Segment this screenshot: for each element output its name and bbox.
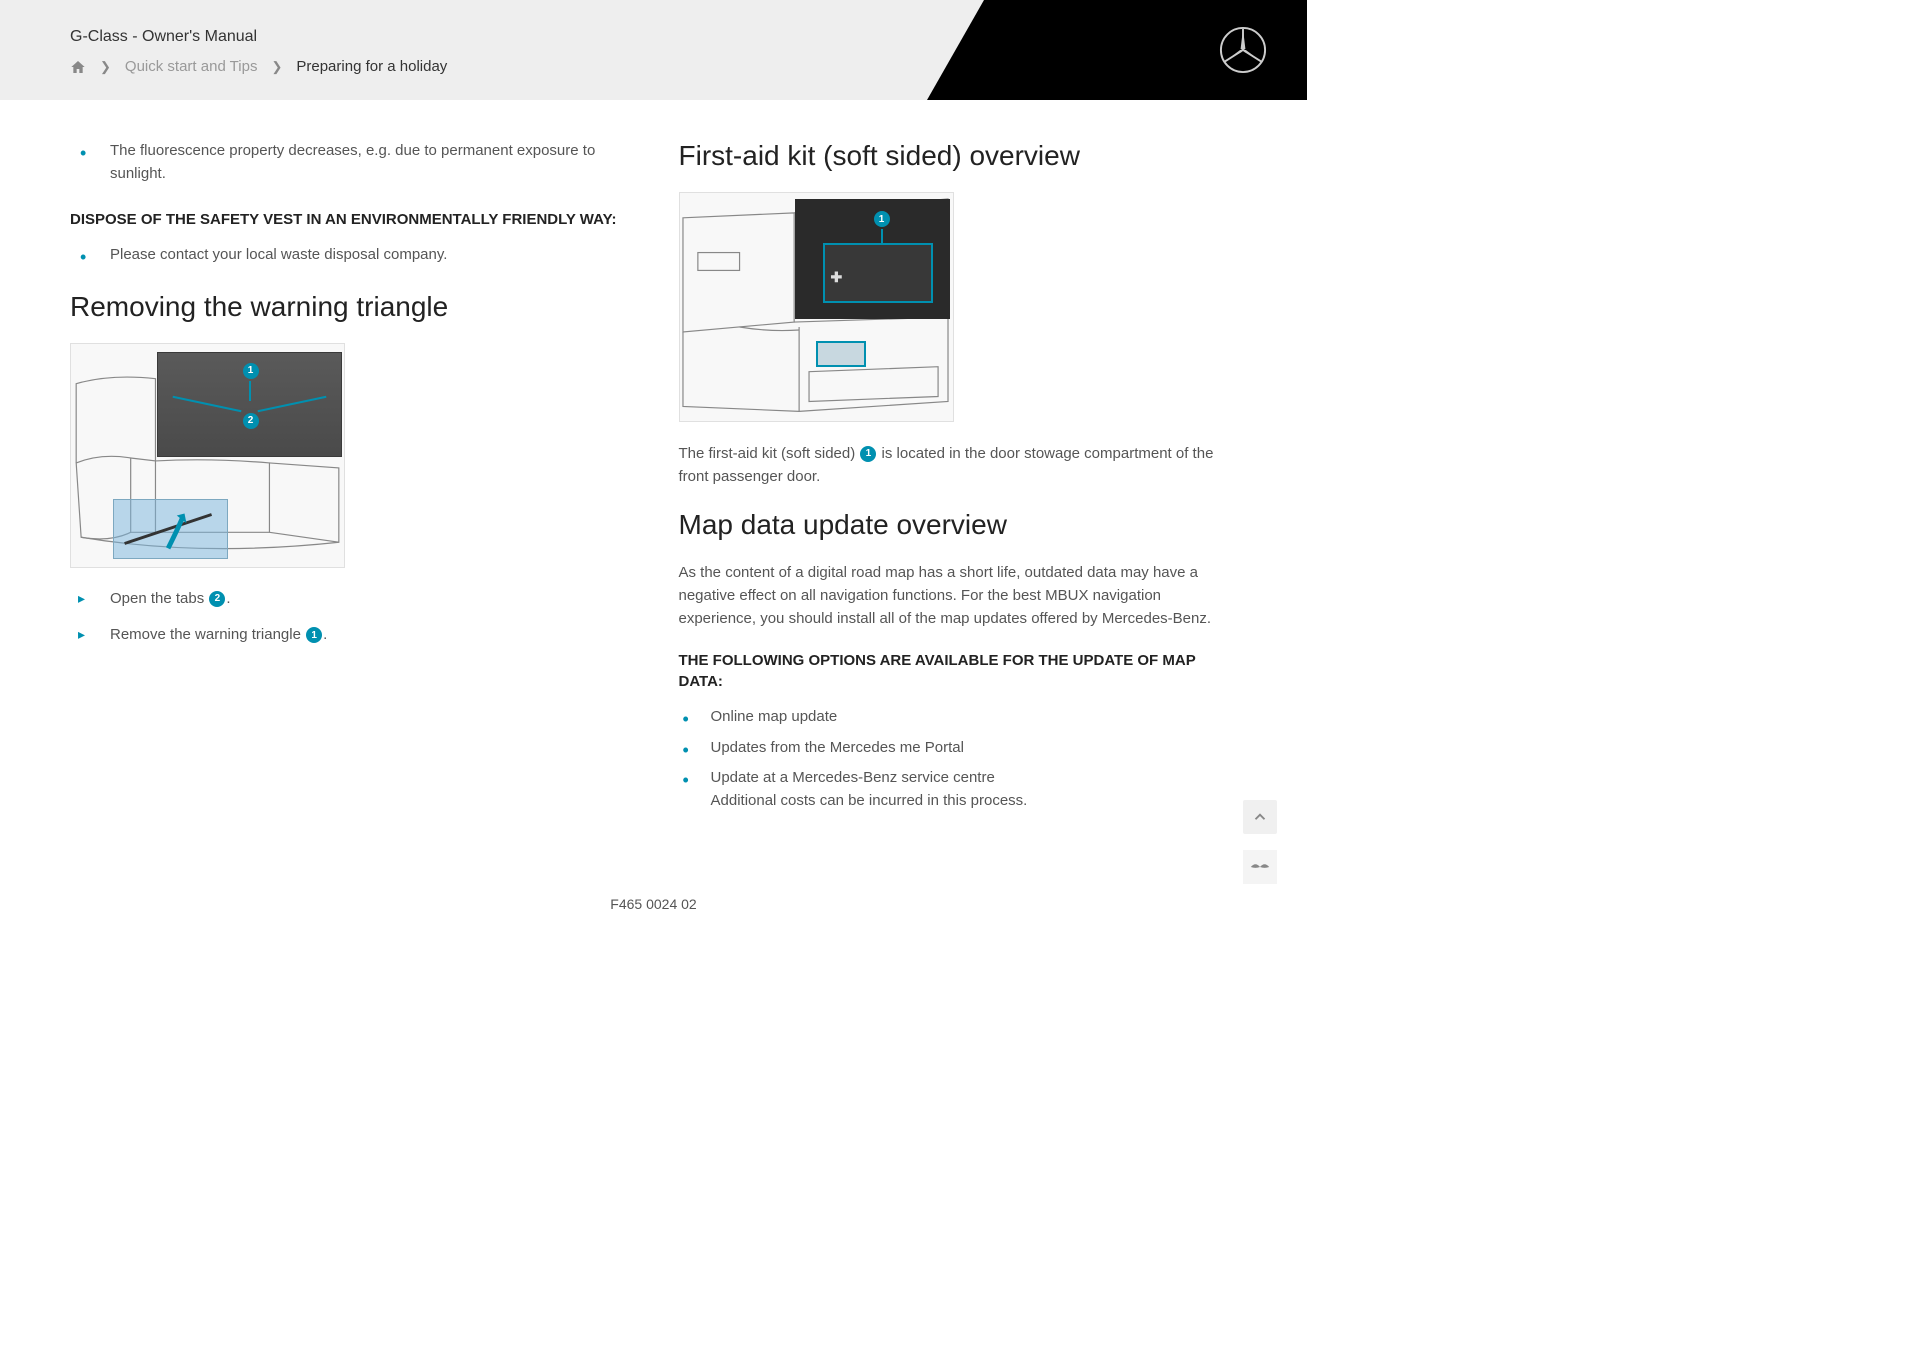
chevron-icon: ❯ [100, 59, 111, 75]
list-item: Updates from the Mercedes me Portal [679, 737, 1238, 760]
breadcrumb-level2: Preparing for a holiday [296, 58, 447, 75]
callout-marker-1: 1 [243, 363, 259, 379]
bullet-list: Please contact your local waste disposal… [70, 244, 629, 267]
home-icon[interactable] [70, 59, 86, 75]
chevron-icon: ❯ [271, 59, 282, 75]
footer-code: F465 0024 02 [610, 896, 696, 912]
list-item: Please contact your local waste disposal… [70, 244, 629, 267]
callout-marker-2: 2 [243, 413, 259, 429]
list-item: Online map update [679, 706, 1238, 729]
inline-marker-2: 2 [209, 591, 225, 607]
body-text: The first-aid kit (soft sided) 1 is loca… [679, 442, 1238, 489]
list-item: The fluorescence property decreases, e.g… [70, 140, 629, 185]
inline-marker-1: 1 [306, 627, 322, 643]
figure-warning-triangle: 1 2 [70, 343, 345, 568]
content: The fluorescence property decreases, e.g… [0, 100, 1307, 836]
first-aid-cross-icon: ✚ [831, 269, 843, 286]
figure-blue-panel [113, 499, 228, 559]
figure-panel: 1 2 [157, 352, 342, 457]
section-heading: First-aid kit (soft sided) overview [679, 140, 1238, 172]
step-item: Open the tabs 2. [70, 588, 629, 611]
figure-small-box [816, 341, 866, 367]
bullet-list: The fluorescence property decreases, e.g… [70, 140, 629, 185]
bird-icon[interactable] [1243, 850, 1277, 884]
section-heading: Map data update overview [679, 509, 1238, 541]
body-text: As the content of a digital road map has… [679, 561, 1238, 631]
scroll-to-top-button[interactable] [1243, 800, 1277, 834]
figure-dark-panel: 1 ✚ [795, 199, 950, 319]
list-item: Update at a Mercedes-Benz service centre… [679, 767, 1238, 812]
step-list: Open the tabs 2. Remove the warning tria… [70, 588, 629, 647]
breadcrumb-level1[interactable]: Quick start and Tips [125, 58, 258, 75]
callout-marker-1: 1 [874, 211, 890, 227]
manual-title: G-Class - Owner's Manual [70, 28, 257, 46]
section-heading: Removing the warning triangle [70, 291, 629, 323]
bold-heading: THE FOLLOWING OPTIONS ARE AVAILABLE FOR … [679, 650, 1238, 692]
breadcrumb: ❯ Quick start and Tips ❯ Preparing for a… [70, 58, 447, 75]
bold-heading: DISPOSE OF THE SAFETY VEST IN AN ENVIRON… [70, 209, 629, 230]
right-column: First-aid kit (soft sided) overview 1 ✚ [679, 140, 1238, 836]
bullet-list: Online map update Updates from the Merce… [679, 706, 1238, 812]
step-item: Remove the warning triangle 1. [70, 624, 629, 647]
figure-first-aid-kit: 1 ✚ [679, 192, 954, 422]
inline-marker-1: 1 [860, 446, 876, 462]
header-black-panel [927, 0, 1307, 100]
mercedes-logo-icon [1219, 26, 1267, 74]
left-column: The fluorescence property decreases, e.g… [70, 140, 629, 836]
header: G-Class - Owner's Manual ❯ Quick start a… [0, 0, 1307, 100]
